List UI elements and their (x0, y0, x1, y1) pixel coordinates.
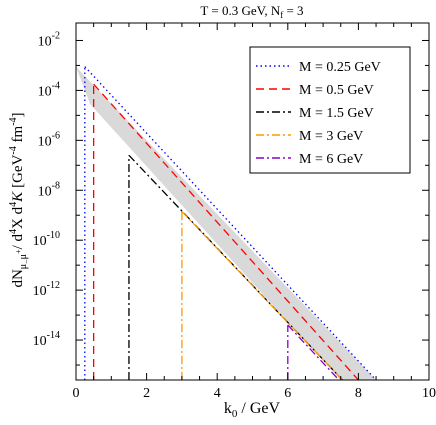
y-tick-label: 10-12 (33, 280, 60, 299)
series-line-1 (93, 83, 359, 380)
legend: M = 0.25 GeV M = 0.5 GeV M = 1.5 GeV M = 3 … (249, 46, 411, 174)
uncertainty-band (76, 66, 377, 380)
x-tick-label: 4 (214, 386, 221, 401)
x-tick-label: 2 (143, 386, 150, 401)
series-line-4 (287, 324, 340, 380)
x-tick-label: 8 (355, 386, 362, 401)
x-axis-label: k0 / GeV (224, 400, 281, 420)
y-axis: 10-2 10-4 10-6 10-8 10-10 10-12 10-14 (33, 30, 429, 366)
y-tick-label: 10-6 (38, 130, 60, 149)
legend-box (249, 46, 411, 174)
x-axis: 0 2 4 6 8 10 (73, 23, 436, 401)
chart-title: T = 0.3 GeV, Nf = 3 (200, 3, 303, 20)
series-layer (84, 66, 377, 380)
series-line-2 (128, 154, 343, 380)
y-tick-label: 10-14 (33, 330, 60, 349)
y-tick-label: 10-10 (33, 230, 60, 249)
x-tick-label: 10 (422, 386, 436, 401)
y-tick-label: 10-4 (38, 80, 60, 99)
y-tick-label: 10-2 (38, 30, 60, 49)
series-line-3 (181, 211, 343, 380)
legend-label-4: M = 6 GeV (299, 152, 363, 167)
x-tick-label: 6 (284, 386, 291, 401)
y-tick-label: 10-8 (38, 180, 60, 199)
legend-label-2: M = 1.5 GeV (299, 106, 374, 121)
legend-label-3: M = 3 GeV (299, 129, 363, 144)
series-line-0 (84, 66, 377, 380)
x-tick-label: 0 (73, 386, 80, 401)
y-axis-label: dNμ−μ+/ d4X d4K[GeV-4 fm-4] (8, 112, 31, 287)
legend-label-1: M = 0.5 GeV (299, 83, 374, 98)
legend-label-0: M = 0.25 GeV (299, 60, 381, 75)
svg-text:dNμ−μ+/ d4X d4K[GeV-4 fm-4]: dNμ−μ+/ d4X d4K[GeV-4 fm-4] (8, 112, 31, 287)
